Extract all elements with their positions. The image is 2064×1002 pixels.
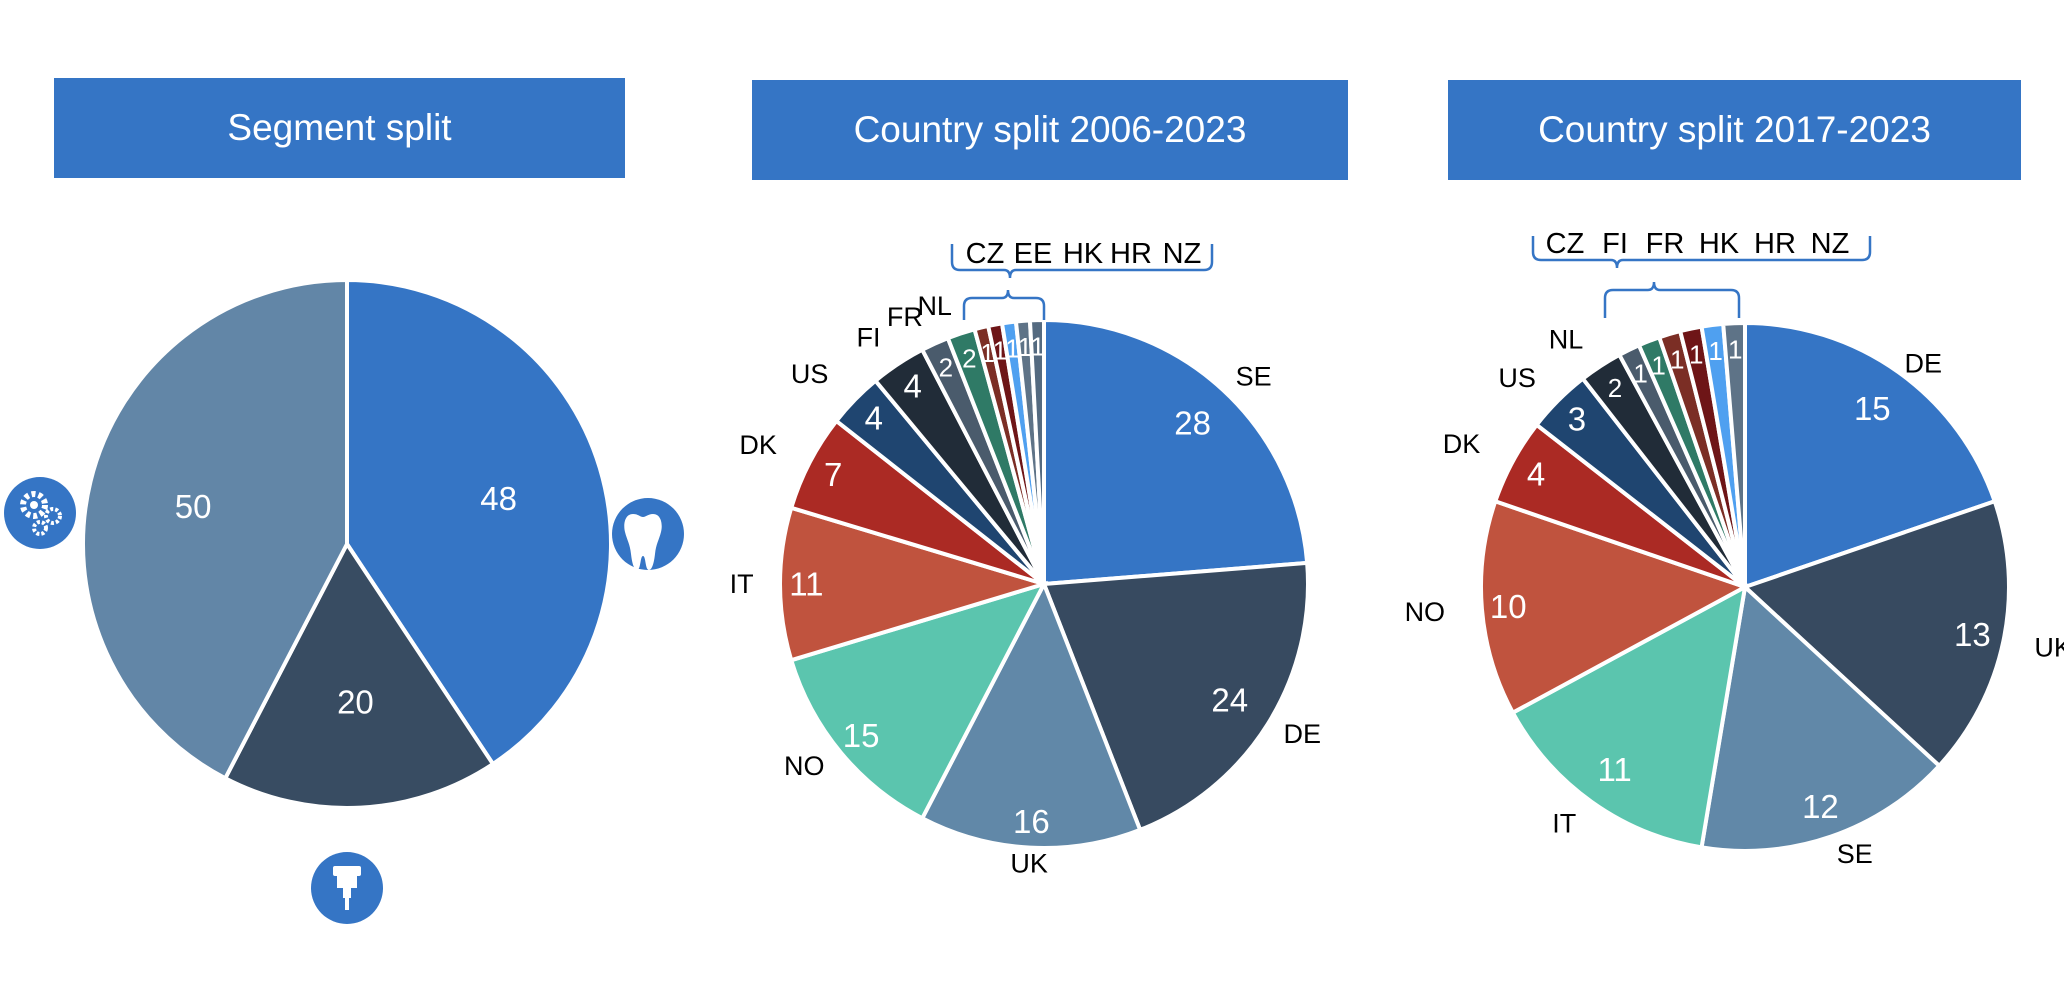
pie-slice-industrial (81, 277, 349, 781)
slice-value-label: 1 (1030, 331, 1044, 361)
small-countries-bracket-2017 (1531, 236, 1872, 318)
slice-value-label: 11 (1597, 751, 1631, 788)
slice-value-label: 3 (1568, 400, 1586, 437)
slice-country-label: NO (784, 751, 825, 781)
pie-slice-se (1699, 583, 1943, 853)
pie-slice-it (1510, 583, 1748, 850)
bracket-label: FR (1646, 228, 1685, 260)
slice-value-label: 16 (1013, 803, 1050, 840)
slice-value-label: 12 (1802, 788, 1839, 825)
pie-slice-uk (1741, 498, 2011, 769)
slice-value-label: 4 (1527, 455, 1545, 492)
slice-value-label: 1 (1689, 339, 1703, 369)
slice-country-label: NL (917, 291, 952, 321)
slice-value-label: 4 (903, 368, 921, 405)
slice-country-label: US (1498, 363, 1536, 393)
bracket-label: HK (1063, 238, 1104, 270)
slice-value-label: 11 (789, 566, 823, 603)
slice-value-label: 1 (1708, 336, 1722, 366)
bracket-label: HR (1754, 228, 1796, 260)
pie-slice-uk (919, 579, 1143, 850)
slice-value-label: 2 (1608, 373, 1622, 403)
slice-value-label: 50 (175, 488, 212, 525)
bracket-label: EE (1014, 238, 1053, 270)
slice-value-label: 28 (1174, 404, 1211, 441)
tooth-icon (612, 498, 684, 570)
bracket-label: CZ (1546, 228, 1585, 260)
slice-value-label: 20 (337, 684, 374, 721)
slice-country-label: UK (1010, 848, 1048, 878)
slice-value-label: 1 (1018, 332, 1032, 362)
small-countries-bracket-labels: CZ EE HK HR NZ (966, 238, 1202, 270)
slice-value-label: 48 (480, 480, 517, 517)
slice-country-label: NL (1549, 324, 1584, 354)
pie-slice-medical-devices (222, 540, 496, 810)
slice-country-label: SE (1837, 839, 1873, 869)
segment-split-title: Segment split (54, 78, 625, 178)
slice-country-label: NO (1405, 597, 1446, 627)
slice-country-label: UK (2034, 633, 2064, 663)
bracket-label: NZ (1163, 238, 1202, 270)
slice-value-label: 7 (824, 456, 842, 493)
pie-slice-se (1042, 317, 1310, 587)
pie-slice-nz (1721, 320, 1747, 588)
small-countries-bracket (950, 244, 1214, 320)
pie-slice-de (1041, 560, 1310, 833)
slice-country-label: DE (1905, 349, 1943, 379)
slice-country-label: DE (1283, 719, 1321, 749)
slice-country-label: SE (1236, 361, 1272, 391)
slice-value-label: 1 (1633, 359, 1647, 389)
small-countries-bracket-labels-2017: CZ FI FR HK HR NZ (1546, 228, 1850, 260)
slice-value-label: 15 (1854, 390, 1891, 427)
slice-value-label: 15 (843, 717, 880, 754)
slice-country-label: IT (730, 569, 754, 599)
segment-split-pie: 48 20 50 (81, 277, 613, 810)
country-split-2006-2023-title: Country split 2006-2023 (752, 80, 1348, 180)
dental-drill-icon (311, 852, 383, 924)
slice-value-label: 13 (1954, 616, 1991, 653)
slice-country-label: DK (1443, 429, 1481, 459)
slice-value-label: 1 (1651, 351, 1665, 381)
country-split-2017-2023-title: Country split 2017-2023 (1448, 80, 2021, 180)
bracket-label: CZ (966, 238, 1005, 270)
slice-country-label: US (791, 359, 829, 389)
slice-country-label: FR (887, 302, 923, 332)
gears-icon (4, 477, 76, 549)
slice-country-label: DK (739, 430, 777, 460)
slice-country-label: FI (857, 323, 881, 353)
slice-country-label: IT (1552, 808, 1576, 838)
slice-value-label: 2 (939, 353, 953, 383)
pie-slice-it (778, 505, 1051, 663)
bracket-label: NZ (1811, 228, 1850, 260)
pie-slice-no (1479, 498, 1750, 716)
slice-value-label: 4 (865, 400, 883, 437)
bracket-label: FI (1602, 228, 1628, 260)
slice-value-label: 24 (1211, 682, 1248, 719)
slice-value-label: 1 (1670, 344, 1684, 374)
bracket-label: HR (1110, 238, 1152, 270)
slice-value-label: 1 (1728, 335, 1742, 365)
slice-value-label: 10 (1490, 588, 1527, 625)
slice-value-label: 2 (962, 343, 976, 373)
bracket-label: HK (1699, 228, 1740, 260)
